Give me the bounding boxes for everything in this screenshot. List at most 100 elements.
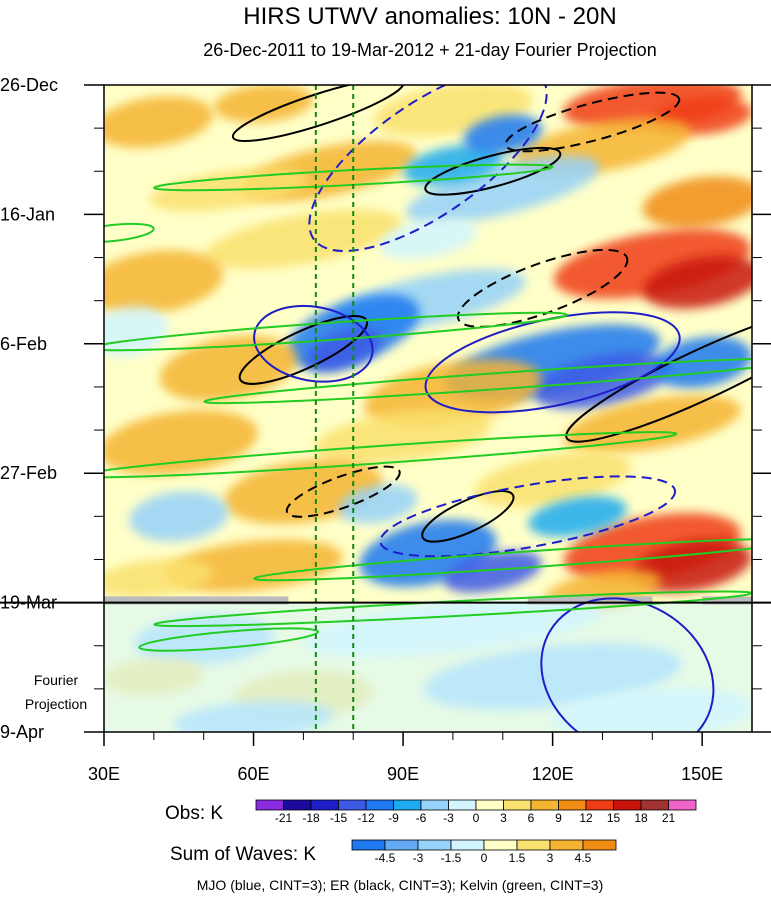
obs-colorbar-level-label: 0 [473,811,480,825]
obs-colorbar-level-label: -6 [416,811,427,825]
anomaly-blob [104,250,224,315]
waves-colorbar-swatch [516,839,551,851]
waves-colorbar-swatch [582,839,617,851]
y-tick-label: 26-Dec [0,75,58,95]
anomaly-blob [213,85,314,123]
kelvin-contour [253,537,752,582]
kelvin-contour [104,311,568,352]
obs-colorbar-swatch [475,799,504,811]
mjo-contour [379,475,677,558]
er-contour [285,465,401,518]
y-tick-label: 16-Jan [0,204,55,224]
er-contour [421,490,515,543]
anomaly-blob [314,408,492,464]
x-tick-label: 150E [681,764,723,784]
waves-colorbar-level-label: -1.5 [441,851,462,865]
waves-colorbar-level-label: -3 [413,851,424,865]
y-tick-label: 9-Apr [0,722,44,742]
x-tick-label: 120E [532,764,574,784]
er-contour [231,85,405,143]
x-tick-label: 60E [238,764,270,784]
x-tick-label: 30E [88,764,120,784]
wave-contours [104,85,752,732]
obs-colorbar-level-label: 12 [579,811,593,825]
waves-colorbar-swatch [384,839,419,851]
obs-colorbar-level-label: 3 [500,811,507,825]
x-axis: 30E 60E 90E 120E 150E [88,732,723,784]
kelvin-contour [104,222,155,243]
waves-colorbar-level-label: 4.5 [575,851,592,865]
missing-data-bar [702,596,752,605]
waves-colorbar-swatch [450,839,485,851]
anomaly-blob [338,484,418,524]
obs-colorbar-level-label: -9 [388,811,399,825]
er-contour [456,248,629,328]
plot-area [104,85,752,732]
y-tick-label: 6-Feb [0,334,47,354]
obs-colorbar-level-label: 18 [634,811,648,825]
obs-colorbar-swatch [640,799,669,811]
waves-colorbar-swatch [549,839,584,851]
waves-colorbar: -4.5 -3 -1.5 0 1.5 3 4.5 [351,839,617,865]
anomaly-blob [643,255,752,309]
obs-colorbar-level-label: -18 [302,811,320,825]
plot-frame [103,84,753,733]
obs-colorbar-swatch [585,799,614,811]
obs-colorbar-swatch [283,799,312,811]
er-contour [565,306,752,443]
anomaly-blob [104,558,214,598]
obs-colorbar-swatch [310,799,339,811]
mjo-contour [253,304,374,383]
obs-colorbar-swatch [558,799,587,811]
missing-data-bar [104,596,289,605]
anomaly-blob [642,176,752,228]
anomaly-blob [528,496,627,537]
er-contour [504,91,681,153]
kelvin-contour [138,627,319,652]
anomaly-blob [378,218,478,260]
anomaly-blob [463,114,543,154]
anomaly-blob [129,491,229,542]
anomaly-blob [104,96,214,148]
obs-colorbar-swatch [365,799,394,811]
projection-label-line1: Fourier [34,672,79,688]
waves-colorbar-swatch [417,839,452,851]
kelvin-contour [104,431,678,479]
y-tick-label: 27-Feb [0,463,57,483]
kelvin-contour [203,357,752,405]
mjo-contour [540,597,715,732]
obs-colorbar-swatch [393,799,422,811]
footer-legend: MJO (blue, CINT=3); ER (black, CINT=3); … [197,877,604,893]
waves-colorbar-level-label: 0 [481,851,488,865]
waves-colorbar-swatch [483,839,518,851]
obs-colorbar-level-label: -3 [443,811,454,825]
projection-shading [104,602,752,732]
chart-subtitle: 26-Dec-2011 to 19-Mar-2012 + 21-day Four… [203,40,656,60]
projection-label-line2: Projection [25,696,87,712]
obs-colorbar-level-label: -15 [330,811,348,825]
anomaly-blob [405,155,600,224]
obs-colorbar-level-label: 21 [662,811,676,825]
obs-colorbar-swatch [448,799,477,811]
waves-colorbar-level-label: -4.5 [375,851,396,865]
obs-colorbar-swatch [668,799,697,811]
obs-colorbar-swatch [420,799,449,811]
x-tick-label: 90E [387,764,419,784]
waves-colorbar-swatch [351,839,386,851]
obs-colorbar: -21 -18 -15 -12 -9 -6 -3 0 3 6 9 12 15 18 21 [255,799,697,825]
obs-colorbar-level-label: -12 [357,811,375,825]
obs-colorbar-swatch [613,799,642,811]
anomaly-blob [473,451,632,508]
waves-colorbar-level-label: 3 [547,851,554,865]
obs-colorbar-swatch [530,799,559,811]
chart-title: HIRS UTWV anomalies: 10N - 20N [243,3,616,30]
obs-colorbar-label: Obs: K [165,803,223,824]
obs-colorbar-swatch [503,799,532,811]
obs-colorbar-swatch [338,799,367,811]
obs-colorbar-level-label: 9 [555,811,562,825]
obs-colorbar-swatch [255,799,284,811]
obs-colorbar-level-label: 6 [528,811,535,825]
er-contour [424,146,562,196]
